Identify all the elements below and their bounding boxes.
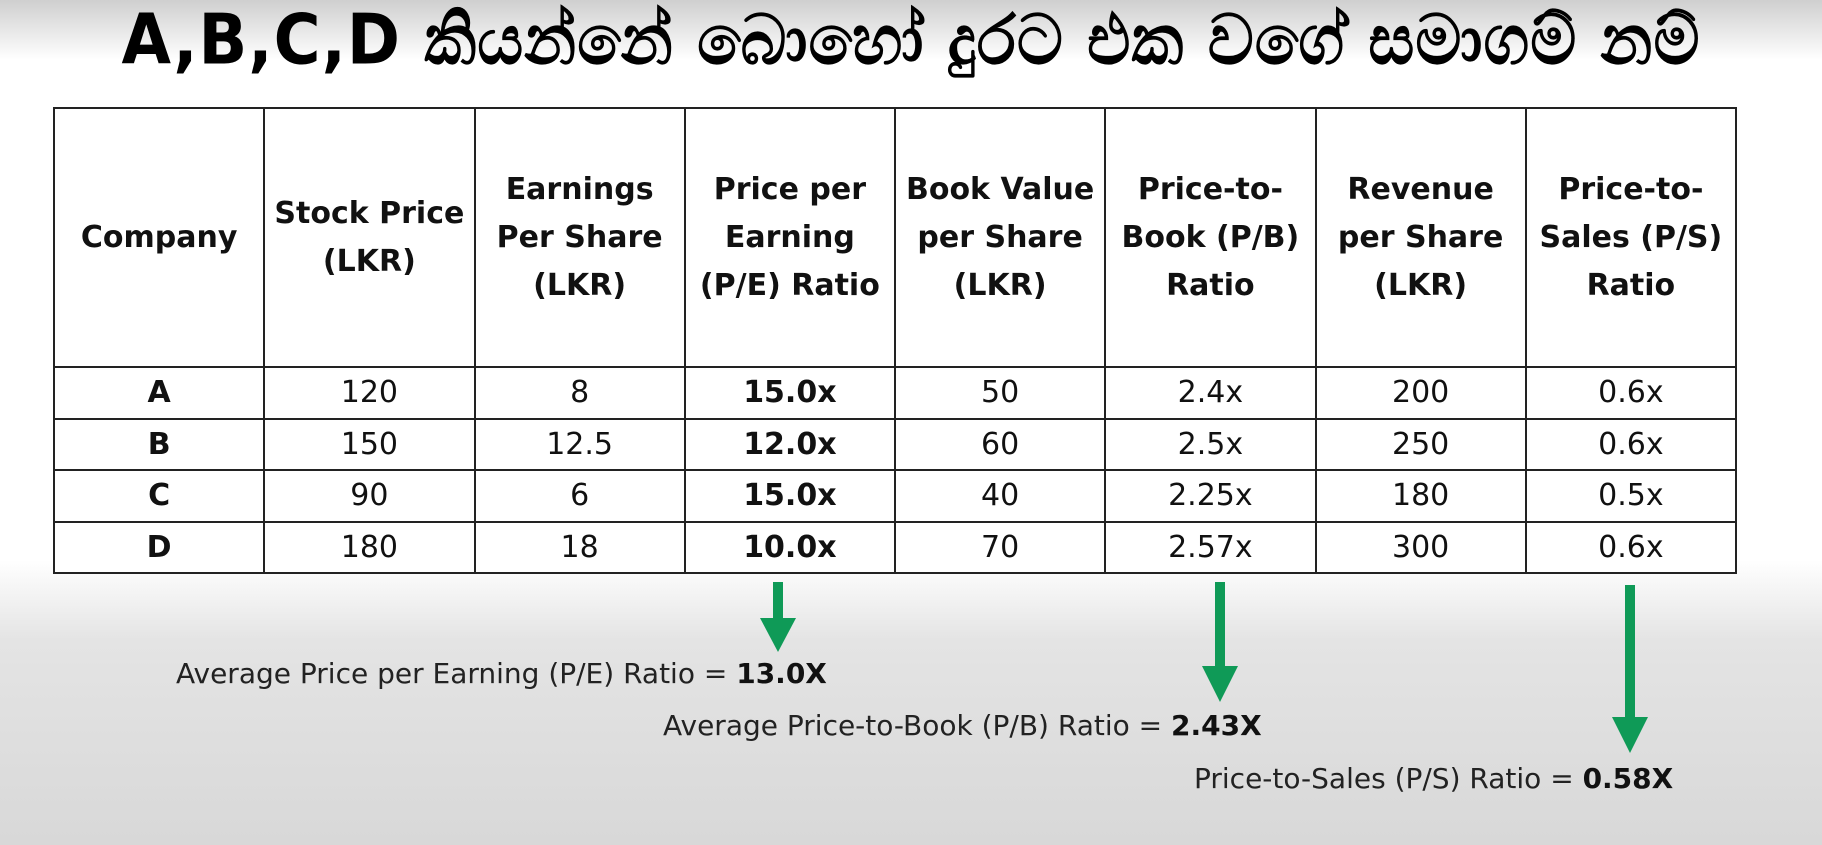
table-cell: 180 bbox=[263, 520, 476, 574]
average-pe-value: 13.0X bbox=[736, 657, 827, 690]
pe-cell: 10.0x bbox=[683, 520, 897, 574]
average-pe-label: Average Price per Earning (P/E) Ratio = bbox=[176, 657, 737, 690]
company-cell: C bbox=[52, 469, 266, 523]
pe-cell: 15.0x bbox=[683, 469, 897, 523]
table-cell: 60 bbox=[893, 417, 1107, 471]
page-title: A,B,C,D කියන්නේ බොහෝ දුරට එක වගේ සමාගම් … bbox=[121, 1, 1701, 81]
company-cell: D bbox=[52, 520, 266, 574]
table-row: B 150 12.5 12.0x 60 2.5x 250 0.6x bbox=[52, 417, 1738, 471]
average-pb-label: Average Price-to-Book (P/B) Ratio = bbox=[663, 709, 1172, 742]
column-header: Price per Earning (P/E) Ratio bbox=[683, 107, 897, 368]
table-cell: 0.6x bbox=[1524, 520, 1738, 574]
average-pe-summary: Average Price per Earning (P/E) Ratio = … bbox=[176, 657, 827, 690]
table-cell: 200 bbox=[1314, 366, 1527, 420]
table-row: A 120 8 15.0x 50 2.4x 200 0.6x bbox=[52, 366, 1738, 420]
table-row: D 180 18 10.0x 70 2.57x 300 0.6x bbox=[52, 520, 1738, 574]
table-cell: 2.25x bbox=[1104, 469, 1317, 523]
table-cell: 50 bbox=[893, 366, 1107, 420]
table-cell: 90 bbox=[263, 469, 476, 523]
ps-label: Price-to-Sales (P/S) Ratio = bbox=[1194, 762, 1583, 795]
average-pb-summary: Average Price-to-Book (P/B) Ratio = 2.43… bbox=[663, 709, 1262, 742]
column-header: Revenue per Share (LKR) bbox=[1314, 107, 1527, 368]
pe-cell: 12.0x bbox=[683, 417, 897, 471]
table-cell: 180 bbox=[1314, 469, 1527, 523]
table-cell: 12.5 bbox=[473, 417, 686, 471]
column-header: Company bbox=[52, 107, 266, 368]
pe-arrow-icon bbox=[760, 582, 796, 652]
average-pb-value: 2.43X bbox=[1171, 709, 1262, 742]
table-cell: 0.5x bbox=[1524, 469, 1738, 523]
table-cell: 70 bbox=[893, 520, 1107, 574]
column-header: Price-to-Sales (P/S) Ratio bbox=[1524, 107, 1738, 368]
valuation-table: Company Stock Price (LKR) Earnings Per S… bbox=[52, 107, 1738, 574]
table-header-row: Company Stock Price (LKR) Earnings Per S… bbox=[52, 107, 1738, 368]
table-cell: 300 bbox=[1314, 520, 1527, 574]
pb-arrow-icon bbox=[1202, 582, 1238, 702]
table-cell: 120 bbox=[263, 366, 476, 420]
column-header: Price-to-Book (P/B) Ratio bbox=[1104, 107, 1317, 368]
column-header: Earnings Per Share (LKR) bbox=[473, 107, 686, 368]
ps-arrow-icon bbox=[1612, 585, 1648, 753]
company-cell: B bbox=[52, 417, 266, 471]
table-cell: 18 bbox=[473, 520, 686, 574]
pe-cell: 15.0x bbox=[683, 366, 897, 420]
table-cell: 150 bbox=[263, 417, 476, 471]
table-cell: 0.6x bbox=[1524, 417, 1738, 471]
table-row: C 90 6 15.0x 40 2.25x 180 0.5x bbox=[52, 469, 1738, 523]
table-cell: 0.6x bbox=[1524, 366, 1738, 420]
ps-summary: Price-to-Sales (P/S) Ratio = 0.58X bbox=[1194, 762, 1673, 795]
table-cell: 6 bbox=[473, 469, 686, 523]
table-cell: 2.5x bbox=[1104, 417, 1317, 471]
ps-value: 0.58X bbox=[1582, 762, 1674, 795]
company-cell: A bbox=[52, 366, 266, 420]
table-cell: 2.4x bbox=[1104, 366, 1317, 420]
column-header: Book Value per Share (LKR) bbox=[893, 107, 1107, 368]
column-header: Stock Price (LKR) bbox=[263, 107, 476, 368]
table-cell: 8 bbox=[473, 366, 686, 420]
table-cell: 250 bbox=[1314, 417, 1527, 471]
table-cell: 2.57x bbox=[1104, 520, 1317, 574]
table-cell: 40 bbox=[893, 469, 1107, 523]
